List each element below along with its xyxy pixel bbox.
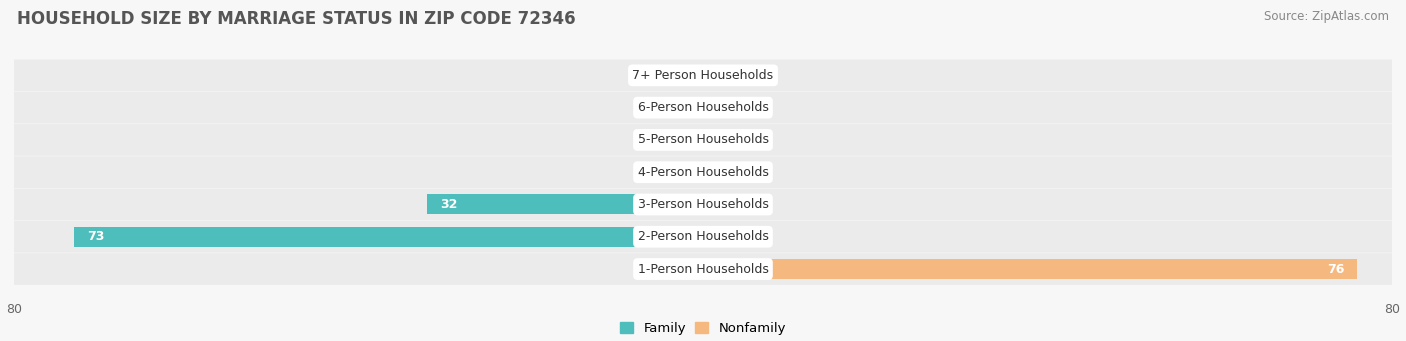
FancyBboxPatch shape — [10, 60, 1396, 91]
Text: 0: 0 — [644, 263, 651, 276]
Bar — [659, 162, 703, 182]
Legend: Family, Nonfamily: Family, Nonfamily — [614, 316, 792, 340]
FancyBboxPatch shape — [10, 221, 1396, 253]
Text: Source: ZipAtlas.com: Source: ZipAtlas.com — [1264, 10, 1389, 23]
Text: 76: 76 — [1327, 263, 1344, 276]
Bar — [659, 259, 703, 279]
FancyBboxPatch shape — [10, 253, 1396, 285]
Bar — [659, 65, 703, 85]
Bar — [427, 194, 703, 214]
Text: 0: 0 — [755, 166, 762, 179]
FancyBboxPatch shape — [10, 157, 1396, 188]
Bar — [703, 130, 747, 150]
Bar — [75, 227, 703, 247]
Bar — [703, 65, 747, 85]
Text: 4-Person Households: 4-Person Households — [637, 166, 769, 179]
Bar — [703, 162, 747, 182]
Text: 0: 0 — [644, 69, 651, 82]
Bar — [703, 259, 1358, 279]
Bar — [659, 130, 703, 150]
Bar — [703, 194, 747, 214]
Bar — [659, 98, 703, 118]
FancyBboxPatch shape — [10, 92, 1396, 123]
Text: 5-Person Households: 5-Person Households — [637, 133, 769, 146]
Text: 32: 32 — [440, 198, 458, 211]
Text: 0: 0 — [644, 101, 651, 114]
Text: 1-Person Households: 1-Person Households — [637, 263, 769, 276]
Text: 0: 0 — [755, 230, 762, 243]
Bar — [703, 227, 747, 247]
Text: HOUSEHOLD SIZE BY MARRIAGE STATUS IN ZIP CODE 72346: HOUSEHOLD SIZE BY MARRIAGE STATUS IN ZIP… — [17, 10, 575, 28]
Text: 0: 0 — [755, 198, 762, 211]
Text: 0: 0 — [644, 133, 651, 146]
Text: 73: 73 — [87, 230, 104, 243]
Text: 6-Person Households: 6-Person Households — [637, 101, 769, 114]
Text: 0: 0 — [644, 166, 651, 179]
Text: 0: 0 — [755, 101, 762, 114]
FancyBboxPatch shape — [10, 124, 1396, 156]
FancyBboxPatch shape — [10, 189, 1396, 220]
Bar — [703, 98, 747, 118]
Text: 3-Person Households: 3-Person Households — [637, 198, 769, 211]
Text: 0: 0 — [755, 133, 762, 146]
Text: 7+ Person Households: 7+ Person Households — [633, 69, 773, 82]
Text: 0: 0 — [755, 69, 762, 82]
Text: 2-Person Households: 2-Person Households — [637, 230, 769, 243]
